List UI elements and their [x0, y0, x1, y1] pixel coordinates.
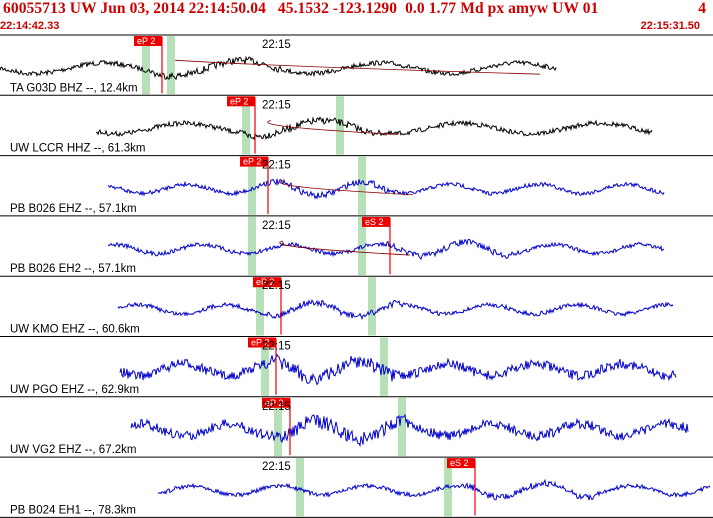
pick-window	[242, 96, 250, 155]
channel-row[interactable]: eP 222:15 UW VG2 EHZ --, 67.2km	[0, 397, 713, 458]
waveform-trace	[130, 413, 689, 448]
channel-row[interactable]: eS 2 22:15 PB B026 EH2 --, 57.1km	[0, 216, 713, 277]
pick-label: eP 2	[256, 277, 274, 287]
pick-window	[380, 337, 388, 396]
pick-window	[248, 156, 256, 215]
channel-row[interactable]: eP 222:15 UW KMO EHZ --, 60.6km	[0, 277, 713, 337]
panel-count: 4	[698, 0, 706, 17]
pick-window	[296, 458, 304, 517]
travel-time-curve	[279, 180, 414, 196]
pick-window	[248, 216, 256, 276]
pick-label: eS 2	[450, 458, 469, 468]
pick-label: eP 2	[251, 338, 269, 348]
minute-mark: 22:15	[262, 160, 291, 172]
event-header-title: 60055713 UW Jun 03, 2014 22:14:50.04 45.…	[3, 0, 599, 17]
pick-flag[interactable]	[253, 277, 281, 288]
channel-label: UW PGO EHZ --, 62.9km	[10, 384, 139, 396]
minute-mark: 22:15	[262, 220, 291, 232]
pick-flag[interactable]	[240, 156, 268, 167]
minute-mark: 22:15	[262, 401, 291, 413]
pick-flag[interactable]	[134, 36, 162, 46]
waveform-trace	[0, 55, 557, 81]
minute-mark: 22:15	[262, 341, 291, 353]
pick-flag[interactable]	[262, 397, 290, 408]
waveform-trace	[107, 178, 665, 200]
pick-label: eP 2	[230, 96, 248, 106]
waveform-trace	[117, 299, 674, 321]
channel-label: UW KMO EHZ --, 60.6km	[10, 324, 140, 336]
pick-label: eP 2	[243, 157, 261, 167]
pick-window	[358, 156, 366, 215]
waveform-trace	[119, 353, 677, 386]
pick-window	[274, 397, 282, 457]
channel-row[interactable]: eP 222:15 UW PGO EHZ --, 62.9km	[0, 337, 713, 398]
pick-window	[167, 36, 175, 95]
channel-label: UW VG2 EHZ --, 67.2km	[10, 444, 137, 456]
channel-label: PB B024 EH1 --, 78.3km	[10, 504, 136, 516]
waveform-trace	[95, 116, 653, 141]
pick-window	[358, 216, 366, 276]
pick-window	[256, 277, 264, 336]
pick-window	[142, 36, 150, 95]
channel-row[interactable]: eP 2 22:15 PB B026 EHZ --, 57.1km	[0, 156, 713, 217]
pick-window	[444, 458, 452, 517]
minute-mark: 22:15	[262, 280, 291, 292]
waveform-trace	[107, 238, 665, 260]
end-time: 22:15:31.50	[640, 20, 700, 32]
travel-time-curve	[279, 240, 411, 256]
channel-label: TA G03D BHZ --, 12.4km	[10, 82, 138, 94]
channel-row[interactable]: eP 2 22:15 UW LCCR HHZ --, 61.3km	[0, 96, 713, 157]
pick-flag[interactable]	[248, 337, 276, 348]
travel-time-curve	[174, 59, 541, 75]
waveform-trace	[157, 478, 711, 501]
channel-label: PB B026 EH2 --, 57.1km	[10, 263, 136, 275]
channel-label: UW LCCR HHZ --, 61.3km	[10, 143, 145, 155]
channel-row[interactable]: eS 2 22:15 PB B024 EH1 --, 78.3km	[0, 458, 713, 518]
channel-row[interactable]: eP 2 22:15 TA G03D BHZ --, 12.4km	[0, 36, 713, 96]
pick-window	[398, 397, 406, 457]
channel-label: PB B026 EHZ --, 57.1km	[10, 203, 137, 215]
pick-flag[interactable]	[227, 96, 255, 107]
pick-flag[interactable]	[447, 458, 475, 469]
pick-window	[368, 277, 376, 336]
start-time: 22:14:42.33	[0, 20, 60, 32]
travel-time-curve	[267, 120, 399, 135]
pick-label: eP 2	[137, 36, 155, 46]
pick-label: eS 2	[365, 217, 384, 227]
pick-flag[interactable]	[362, 216, 390, 227]
minute-mark: 22:15	[262, 99, 291, 111]
minute-mark: 22:15	[262, 39, 291, 51]
minute-mark: 22:15	[262, 461, 291, 473]
pick-label: eP 2	[265, 398, 283, 408]
